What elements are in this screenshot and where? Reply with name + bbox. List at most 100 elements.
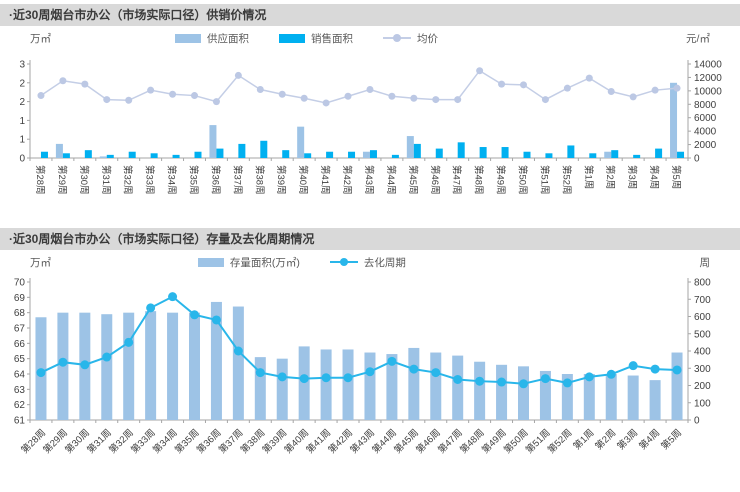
svg-text:第3周: 第3周	[626, 165, 638, 189]
svg-text:65: 65	[14, 354, 26, 365]
panel2-right-axis-unit: 周	[699, 256, 710, 269]
svg-text:第41周: 第41周	[319, 165, 331, 195]
svg-text:6000: 6000	[694, 113, 717, 124]
price-line	[37, 67, 681, 107]
panel1-header: ·近30周烟台市办公（市场实际口径）供销价情况	[0, 4, 740, 26]
svg-text:第45周: 第45周	[407, 165, 419, 195]
svg-text:第5周: 第5周	[670, 165, 682, 189]
svg-text:第2周: 第2周	[604, 165, 616, 189]
legend-price-label: 均价	[417, 32, 439, 45]
svg-text:2: 2	[19, 78, 25, 89]
svg-text:500: 500	[694, 329, 711, 340]
legend-item-supply: 供应面积	[175, 31, 249, 46]
svg-text:第1周: 第1周	[571, 427, 597, 453]
svg-text:第4周: 第4周	[637, 427, 663, 453]
price-line-swatch-icon	[383, 33, 412, 43]
panel2-header: ·近30周烟台市办公（市场实际口径）存量及去化周期情况	[0, 228, 740, 250]
svg-text:第31周: 第31周	[100, 165, 112, 195]
svg-text:400: 400	[694, 347, 711, 358]
svg-text:600: 600	[694, 312, 711, 323]
svg-text:第29周: 第29周	[56, 165, 68, 195]
svg-text:67: 67	[14, 324, 26, 335]
svg-text:1: 1	[19, 116, 25, 127]
legend-item-sales: 销售面积	[279, 31, 353, 46]
svg-text:第4周: 第4周	[648, 165, 660, 189]
supply-swatch-icon	[175, 33, 202, 43]
svg-text:第43周: 第43周	[363, 165, 375, 195]
sales-bars	[40, 140, 685, 158]
svg-text:700: 700	[694, 295, 711, 306]
svg-text:第28周: 第28周	[34, 165, 46, 195]
legend-stock-label: 存量面积(万㎡)	[229, 256, 300, 269]
svg-text:2000: 2000	[694, 140, 717, 151]
page: ·近30周烟台市办公（市场实际口径）供销价情况 万㎡ 供应面积 销售面积 均价	[0, 4, 740, 486]
svg-text:第1周: 第1周	[582, 165, 594, 189]
panel1-left-axis-unit: 万㎡	[30, 32, 51, 45]
svg-text:第47周: 第47周	[451, 165, 463, 195]
svg-text:100: 100	[694, 398, 711, 409]
svg-text:第30周: 第30周	[78, 165, 90, 195]
svg-text:800: 800	[694, 278, 711, 289]
svg-text:69: 69	[14, 293, 26, 304]
svg-text:第48周: 第48周	[473, 165, 485, 195]
svg-text:第40周: 第40周	[297, 165, 309, 195]
svg-text:200: 200	[694, 381, 711, 392]
svg-text:63: 63	[14, 385, 26, 396]
svg-text:14000: 14000	[694, 60, 722, 71]
svg-text:第49周: 第49周	[495, 165, 507, 195]
stock-bars	[35, 301, 683, 420]
legend-cycle-label: 去化周期	[363, 256, 406, 269]
legend-item-cycle: 去化周期	[329, 255, 406, 270]
svg-text:64: 64	[14, 370, 26, 381]
svg-text:第37周: 第37周	[231, 165, 243, 195]
svg-text:3: 3	[19, 60, 25, 71]
legend-sales-label: 销售面积	[311, 32, 354, 45]
svg-text:10000: 10000	[694, 86, 722, 97]
stock-cycle-chart: 6162636465666768697001002003004005006007…	[14, 278, 711, 457]
panel1-title: ·近30周烟台市办公（市场实际口径）供销价情况	[9, 8, 267, 22]
svg-text:66: 66	[14, 339, 26, 350]
svg-text:68: 68	[14, 308, 26, 319]
supply-price-panel: ·近30周烟台市办公（市场实际口径）供销价情况 万㎡ 供应面积 销售面积 均价	[0, 4, 740, 224]
svg-text:第36周: 第36周	[209, 165, 221, 195]
panel2-title: ·近30周烟台市办公（市场实际口径）存量及去化周期情况	[9, 232, 315, 246]
svg-text:70: 70	[14, 278, 26, 289]
svg-text:0: 0	[694, 154, 700, 165]
svg-text:第44周: 第44周	[385, 165, 397, 195]
svg-text:第50周: 第50周	[517, 165, 529, 195]
supply-bars	[55, 82, 678, 158]
svg-text:第39周: 第39周	[275, 165, 287, 195]
svg-text:62: 62	[14, 400, 26, 411]
stock-cycle-panel: ·近30周烟台市办公（市场实际口径）存量及去化周期情况 万㎡ 存量面积(万㎡) …	[0, 228, 740, 486]
svg-text:0: 0	[694, 416, 700, 427]
cycle-line	[36, 292, 682, 389]
cycle-line-swatch-icon	[329, 257, 358, 267]
svg-text:第38周: 第38周	[253, 165, 265, 195]
panel2-legend: 存量面积(万㎡) 去化周期	[197, 255, 406, 270]
svg-text:第42周: 第42周	[341, 165, 353, 195]
svg-text:第46周: 第46周	[429, 165, 441, 195]
svg-text:第52周: 第52周	[560, 165, 572, 195]
panel1-chart-head: 万㎡ 供应面积 销售面积 均价 元/㎡	[0, 26, 740, 46]
svg-text:61: 61	[14, 416, 26, 427]
sales-swatch-icon	[279, 33, 306, 43]
legend-item-stock: 存量面积(万㎡)	[197, 255, 300, 270]
svg-text:第34周: 第34周	[166, 165, 178, 195]
svg-text:0: 0	[19, 154, 25, 165]
panel1-legend: 供应面积 销售面积 均价	[175, 31, 438, 46]
legend-item-price: 均价	[383, 31, 438, 46]
svg-text:第3周: 第3周	[615, 427, 641, 453]
panel2-chart-head: 万㎡ 存量面积(万㎡) 去化周期 周	[0, 250, 740, 270]
panel2-left-axis-unit: 万㎡	[30, 256, 51, 269]
svg-text:第52周: 第52周	[545, 427, 574, 456]
svg-text:第5周: 第5周	[658, 427, 684, 453]
svg-text:8000: 8000	[694, 100, 717, 111]
panel1-right-axis-unit: 元/㎡	[686, 32, 710, 45]
stock-swatch-icon	[197, 257, 224, 267]
svg-text:1: 1	[19, 135, 25, 146]
svg-text:第35周: 第35周	[188, 165, 200, 195]
legend-supply-label: 供应面积	[207, 32, 250, 45]
svg-text:第33周: 第33周	[144, 165, 156, 195]
svg-text:2: 2	[19, 97, 25, 108]
svg-text:第32周: 第32周	[122, 165, 134, 195]
